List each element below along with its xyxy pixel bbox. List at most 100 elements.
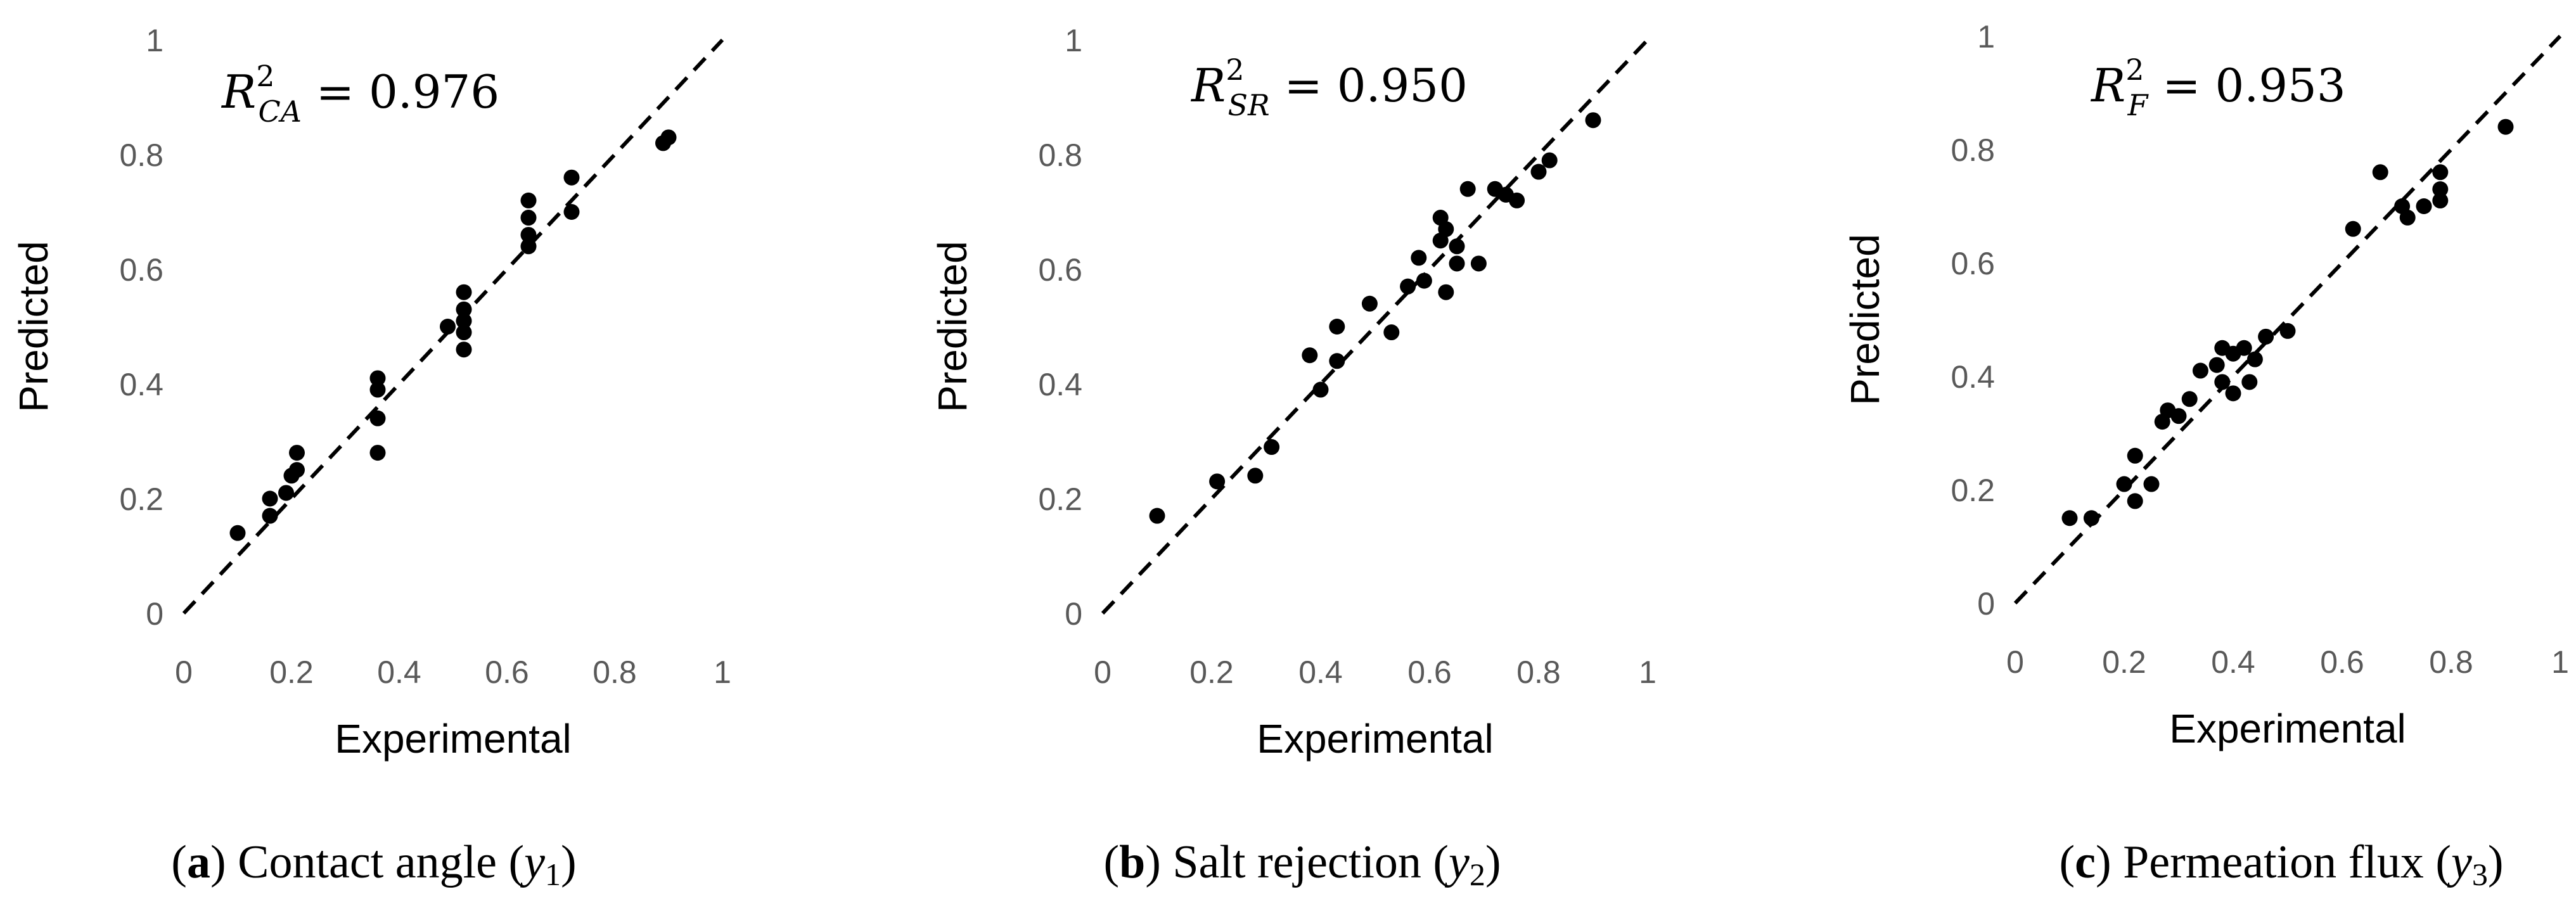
caption-text: Permeation flux (	[2111, 836, 2451, 888]
x-tick-label: 0	[1094, 654, 1112, 690]
data-point	[456, 341, 472, 358]
data-point	[1400, 278, 1416, 295]
data-point	[2258, 328, 2274, 345]
caption-variable-subscript: 3	[2472, 857, 2488, 892]
data-point	[2432, 164, 2449, 181]
y-tick-label: 1	[1977, 19, 1995, 54]
panel-caption: (b) Salt rejection (y2)	[1103, 836, 1501, 892]
data-point	[2208, 357, 2225, 373]
r-squared-annotation: R2 CA = 0.976	[221, 59, 499, 129]
y-tick-label: 0.8	[1038, 137, 1082, 173]
caption-variable: y	[520, 836, 545, 888]
data-point	[2181, 391, 2198, 407]
data-point	[1449, 255, 1465, 272]
r-symbol: R	[221, 65, 256, 118]
data-point	[1329, 353, 1345, 369]
x-tick-label: 0.2	[269, 654, 314, 690]
data-point	[520, 238, 537, 255]
y-tick-label: 0.6	[1038, 252, 1082, 288]
data-point	[2214, 374, 2231, 390]
data-point	[2061, 510, 2078, 526]
x-tick-label: 0.6	[485, 654, 529, 690]
data-point	[369, 381, 386, 398]
chart-panel-2: 00 0.2 0.2 0.4 0.4 0.6 0.6 0.8 0.8 1 1 Experimental…	[930, 23, 1656, 892]
r-subscript: CA	[259, 94, 302, 129]
data-point	[1509, 192, 1525, 208]
data-point	[2416, 198, 2432, 214]
x-axis-title: Experimental	[1257, 716, 1494, 762]
data-point	[1264, 439, 1280, 456]
x-tick-label: 0.4	[2211, 644, 2255, 680]
data-point	[520, 227, 537, 243]
x-axis-title: Experimental	[335, 716, 572, 762]
data-point	[1541, 152, 1558, 169]
r-value: = 0.976	[302, 65, 499, 118]
x-axis-title: Experimental	[2169, 706, 2406, 751]
panel-caption: (c) Permeation flux (y3)	[2059, 836, 2503, 892]
data-point	[369, 410, 386, 426]
data-point	[2497, 118, 2514, 135]
panel-caption: (a) Contact angle (y1)	[171, 836, 576, 892]
caption-close: )	[2488, 836, 2504, 888]
data-point	[1383, 324, 1400, 341]
data-point	[369, 445, 386, 461]
x-tick-label: 1	[2551, 644, 2569, 680]
data-point	[520, 210, 537, 226]
r-superscript: 2	[1226, 53, 1244, 87]
y-tick-label: 0.4	[1038, 367, 1082, 402]
y-axis-title: Predicted	[11, 241, 56, 412]
y-tick-label: 0.2	[1038, 482, 1082, 517]
data-point	[2279, 322, 2296, 339]
x-tick-label: 0	[2006, 644, 2024, 680]
data-point	[2143, 476, 2160, 492]
data-point	[1149, 507, 1165, 524]
data-point	[1329, 319, 1345, 335]
data-point	[262, 507, 278, 524]
x-tick-label: 1	[1639, 654, 1656, 690]
r-symbol: R	[1190, 59, 1226, 112]
y-tick-label: 0.2	[119, 482, 163, 517]
data-point	[278, 485, 294, 501]
y-tick-label: 0.6	[119, 252, 163, 288]
caption-paren-close: )	[2096, 836, 2111, 888]
r-superscript: 2	[256, 59, 274, 93]
data-point	[1585, 112, 1601, 129]
y-tick-label: 1	[1065, 23, 1082, 58]
caption-text: Contact angle (	[226, 836, 525, 888]
data-point	[2192, 362, 2208, 379]
data-point	[229, 525, 246, 541]
data-point	[2236, 340, 2252, 356]
data-point	[563, 204, 580, 220]
caption-paren-open: (	[2059, 836, 2075, 888]
data-point	[456, 312, 472, 329]
data-point	[1470, 255, 1487, 272]
data-point	[2127, 493, 2143, 509]
data-point	[1438, 284, 1454, 300]
r-symbol: R	[2090, 59, 2125, 112]
caption-variable: y	[2447, 836, 2472, 888]
y-axis-title: Predicted	[930, 241, 975, 412]
caption-letter: c	[2075, 836, 2096, 888]
data-point	[1449, 238, 1465, 255]
r-superscript: 2	[2125, 53, 2144, 87]
reference-line-y-equals-x	[1101, 38, 1650, 615]
data-point	[2241, 374, 2258, 390]
data-point	[369, 370, 386, 386]
data-point	[2127, 447, 2143, 464]
data-point	[440, 319, 456, 335]
x-tick-label: 0.8	[1516, 654, 1561, 690]
caption-paren-close: )	[1145, 836, 1161, 888]
y-tick-label: 1	[146, 23, 163, 58]
data-point	[1302, 347, 1318, 364]
caption-close: )	[561, 836, 577, 888]
y-tick-label: 0.6	[1951, 246, 1995, 281]
data-point	[456, 324, 472, 341]
chart-panel-3: 00 0.2 0.2 0.4 0.4 0.6 0.6 0.8 0.8 1 1 Experimental…	[1842, 19, 2569, 892]
y-tick-label: 0.8	[119, 137, 163, 173]
y-tick-label: 0.4	[119, 367, 163, 402]
data-point	[2170, 408, 2187, 424]
data-point	[1361, 295, 1378, 312]
data-point	[1416, 272, 1432, 289]
x-tick-label: 0.2	[1189, 654, 1234, 690]
r-value: = 0.950	[1270, 59, 1468, 112]
